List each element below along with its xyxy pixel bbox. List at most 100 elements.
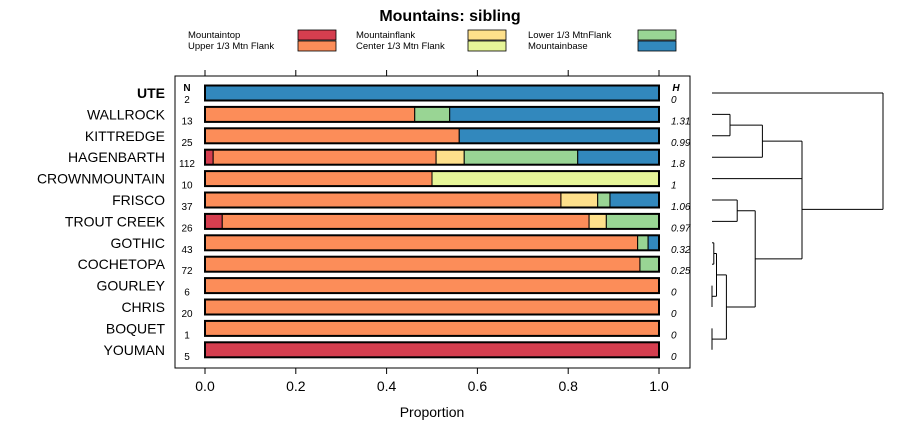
h-value-cochetopa: 0.25 [671, 266, 691, 277]
legend-label-center-1-3-mtn-flank: Center 1/3 Mtn Flank [356, 41, 445, 52]
x-tick-label-2: 0.4 [377, 378, 397, 394]
x-tick-label-1: 0.2 [286, 378, 306, 394]
bar-segment-chris-upper-1-3-mtn-flank [204, 299, 660, 315]
h-value-chris: 0 [671, 309, 677, 320]
bar-segment-frisco-lower-1-3-mtnflank [597, 192, 611, 208]
bar-segment-crownmountain-center-1-3-mtn-flank [431, 170, 660, 187]
legend-swatch-mountainflank [467, 29, 507, 41]
plot-frame [174, 75, 691, 369]
bar-outline-cochetopa [204, 255, 660, 273]
bar-outline-youman [204, 341, 660, 359]
bar-segment-gothic-mountainbase [647, 234, 660, 251]
bar-segment-wallrock-upper-1-3-mtn-flank [204, 106, 416, 123]
dendrogram [711, 92, 884, 350]
row-label-youman: YOUMAN [104, 342, 165, 358]
bar-segment-trout-creek-mountaintop [204, 213, 223, 230]
h-value-trout-creek: 0.97 [671, 223, 691, 234]
bar-segment-kittredge-upper-1-3-mtn-flank [204, 127, 460, 144]
bar-segment-cochetopa-lower-1-3-mtnflank [639, 256, 660, 273]
row-label-gothic: GOTHIC [111, 235, 165, 251]
bar-outline-boquet [204, 319, 660, 337]
h-value-frisco: 1.06 [671, 202, 691, 213]
legend-swatch-mountainbase [637, 40, 677, 52]
n-value-kittredge: 25 [181, 138, 193, 149]
x-tick-label-3: 0.6 [468, 378, 488, 394]
bar-outline-crownmountain [204, 170, 660, 188]
bar-segment-kittredge-mountainbase [458, 127, 660, 144]
h-value-youman: 0 [671, 352, 677, 363]
bar-outline-wallrock [204, 105, 660, 123]
legend-swatch-mountaintop [297, 29, 337, 41]
h-value-hagenbarth: 1.8 [671, 159, 685, 170]
n-value-cochetopa: 72 [181, 266, 193, 277]
chart-title: Mountains: sibling [379, 8, 520, 25]
row-label-trout-creek: TROUT CREEK [65, 213, 166, 229]
bar-segment-wallrock-mountainbase [449, 106, 660, 123]
row-label-ute: UTE [137, 85, 165, 101]
n-value-hagenbarth: 112 [179, 159, 195, 170]
row-label-crownmountain: CROWNMOUNTAIN [37, 171, 165, 187]
bar-outline-kittredge [204, 127, 660, 145]
bar-segment-gothic-lower-1-3-mtnflank [637, 234, 649, 251]
row-label-wallrock: WALLROCK [87, 106, 166, 122]
row-label-hagenbarth: HAGENBARTH [68, 149, 165, 165]
legend-label-mountainbase: Mountainbase [528, 41, 588, 52]
row-label-cochetopa: COCHETOPA [78, 256, 166, 272]
bar-outline-chris [204, 298, 660, 316]
bar-segment-boquet-upper-1-3-mtn-flank [204, 320, 660, 337]
legend-label-lower-1-3-mtnflank: Lower 1/3 MtnFlank [528, 30, 612, 41]
h-value-gothic: 0.32 [671, 245, 691, 256]
n-value-gourley: 6 [184, 288, 190, 299]
h-value-boquet: 0 [671, 330, 677, 341]
n-value-chris: 20 [181, 309, 193, 320]
bar-segment-frisco-upper-1-3-mtn-flank [204, 192, 562, 208]
row-label-kittredge: KITTREDGE [85, 128, 165, 144]
bar-outline-trout-creek [204, 212, 660, 230]
n-value-youman: 5 [184, 352, 190, 363]
n-value-frisco: 37 [181, 202, 193, 213]
h-value-gourley: 0 [671, 288, 677, 299]
row-label-boquet: BOQUET [106, 320, 166, 336]
bar-segment-hagenbarth-mountainbase [577, 149, 660, 166]
bars [204, 84, 660, 359]
legend-swatch-center-1-3-mtn-flank [467, 40, 507, 52]
bar-outline-frisco [204, 191, 660, 209]
bar-outline-hagenbarth [204, 148, 660, 166]
bar-segment-gothic-upper-1-3-mtn-flank [204, 234, 639, 251]
bar-segment-ute-mountainbase [204, 85, 660, 101]
h-value-ute: 0 [671, 95, 677, 106]
h-value-wallrock: 1.31 [671, 116, 690, 127]
legend-label-upper-1-3-mtn-flank: Upper 1/3 Mtn Flank [188, 41, 274, 52]
bar-segment-hagenbarth-mountainflank [435, 149, 465, 166]
legend-swatch-upper-1-3-mtn-flank [297, 40, 337, 52]
legend-label-mountainflank: Mountainflank [356, 30, 415, 41]
x-tick-label-0: 0.0 [195, 378, 215, 394]
n-value-boquet: 1 [184, 330, 190, 341]
bar-segment-trout-creek-mountainflank [588, 213, 607, 230]
x-tick-label-4: 0.8 [558, 378, 578, 394]
bar-segment-gourley-upper-1-3-mtn-flank [204, 277, 660, 294]
bar-segment-cochetopa-upper-1-3-mtn-flank [204, 256, 641, 273]
bar-segment-hagenbarth-upper-1-3-mtn-flank [212, 149, 437, 166]
bar-segment-hagenbarth-lower-1-3-mtnflank [463, 149, 579, 166]
legend-swatch-lower-1-3-mtnflank [637, 29, 677, 41]
h-value-crownmountain: 1 [671, 181, 677, 192]
legend-label-mountaintop: Mountaintop [188, 30, 240, 41]
h-column-header: H [672, 83, 680, 94]
bar-segment-crownmountain-upper-1-3-mtn-flank [204, 170, 433, 187]
bar-segment-frisco-mountainbase [609, 192, 660, 208]
n-value-wallrock: 13 [181, 116, 193, 127]
n-value-ute: 2 [184, 95, 190, 106]
x-tick-label-5: 1.0 [649, 378, 669, 394]
n-value-crownmountain: 10 [181, 181, 193, 192]
row-label-frisco: FRISCO [112, 192, 165, 208]
x-axis: 0.0 0.2 0.4 0.6 0.8 1.0 [195, 70, 669, 394]
bar-outline-gourley [204, 277, 660, 295]
row-label-chris: CHRIS [121, 299, 165, 315]
bar-segment-wallrock-lower-1-3-mtnflank [414, 106, 451, 123]
n-value-trout-creek: 26 [181, 223, 193, 234]
bar-segment-trout-creek-lower-1-3-mtnflank [605, 213, 660, 230]
